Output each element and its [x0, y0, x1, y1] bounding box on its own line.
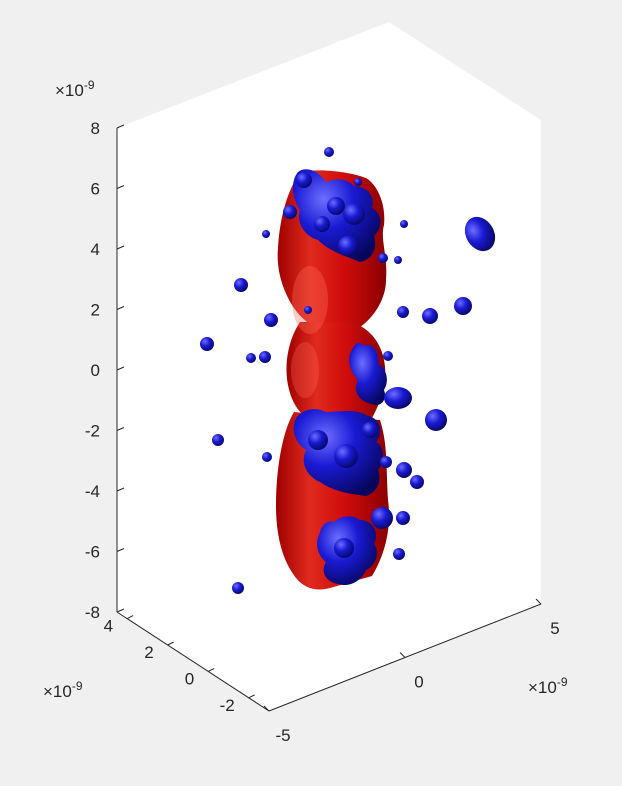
blue-sphere: [262, 452, 272, 462]
blue-sphere: [396, 511, 410, 525]
blue-sphere: [246, 353, 256, 363]
y-axis-line: [116, 611, 270, 712]
x-tick-mark: [535, 598, 542, 605]
blue-blob: [327, 197, 345, 215]
blue-sphere: [464, 216, 496, 252]
blue-blob: [338, 236, 358, 256]
y-tick-label: 0: [185, 669, 194, 688]
x-axis-exponent: ×10-9: [528, 675, 568, 697]
z-tick-mark: [116, 306, 125, 310]
x-tick-mark: [263, 705, 270, 712]
y-axis-ticks: -2 0 2 4: [104, 615, 255, 715]
blue-sphere: [397, 306, 409, 318]
z-tick-label: -2: [85, 422, 100, 441]
z-tick-mark: [116, 608, 125, 613]
z-tick-label: -8: [85, 603, 100, 622]
z-tick-label: 2: [91, 301, 100, 320]
blue-sphere: [212, 434, 224, 446]
y-tick-mark: [126, 615, 134, 620]
blue-blob: [296, 172, 312, 188]
blue-sphere: [410, 475, 424, 489]
x-tick-mark: [399, 652, 406, 658]
blue-sphere: [259, 351, 271, 363]
blue-sphere: [232, 582, 244, 594]
blue-cluster-middle: [349, 343, 387, 406]
red-highlight: [292, 266, 328, 334]
blue-sphere: [384, 387, 412, 409]
blue-sphere: [264, 313, 278, 327]
blue-sphere: [304, 306, 312, 314]
z-tick-mark: [116, 245, 125, 250]
x-tick-label: -5: [275, 726, 290, 745]
blue-sphere: [454, 297, 472, 315]
y-tick-label: 4: [104, 617, 113, 636]
blue-sphere: [393, 548, 405, 560]
red-highlight: [291, 342, 319, 398]
x-tick-label: 0: [414, 673, 423, 692]
x-axis-ticks: -5 0 5: [263, 598, 560, 745]
blue-sphere: [425, 409, 447, 431]
blue-sphere: [262, 230, 270, 238]
z-tick-mark: [116, 487, 125, 492]
blue-blob: [362, 422, 378, 438]
blue-sphere: [234, 278, 248, 292]
blue-cluster-top: [292, 169, 381, 262]
y-axis-exponent: ×10-9: [43, 679, 83, 701]
z-tick-mark: [116, 124, 125, 129]
blue-blob: [343, 203, 365, 225]
z-tick-label: -4: [85, 482, 100, 501]
blue-sphere: [400, 220, 408, 228]
z-tick-mark: [116, 185, 125, 189]
z-tick-label: 0: [91, 361, 100, 380]
blue-blob: [334, 538, 354, 558]
blue-blob: [354, 178, 362, 186]
y-tick-mark: [167, 641, 174, 646]
blue-sphere: [396, 462, 412, 478]
blue-blob: [371, 507, 393, 529]
z-tick-label: 4: [91, 240, 100, 259]
blue-sphere: [324, 147, 334, 157]
blue-blob: [308, 430, 328, 450]
z-tick-label: -6: [85, 543, 100, 562]
blue-blob: [314, 216, 330, 232]
blue-sphere: [200, 337, 214, 351]
z-tick-mark: [116, 427, 125, 431]
z-tick-label: 6: [91, 180, 100, 199]
z-axis-ticks: -8 -6 -4 -2 0 2 4 6 8: [85, 119, 125, 622]
blue-sphere: [283, 205, 297, 219]
y-tick-label: -2: [220, 696, 235, 715]
x-tick-label: 5: [550, 619, 559, 638]
y-tick-mark: [248, 694, 255, 699]
blue-sphere: [422, 308, 438, 324]
blue-isosurface: [200, 147, 496, 594]
z-tick-mark: [116, 548, 125, 552]
z-tick-label: 8: [91, 119, 100, 138]
blue-sphere: [383, 351, 393, 361]
y-tick-mark: [207, 667, 215, 672]
z-tick-mark: [116, 366, 125, 371]
blue-sphere: [394, 256, 402, 264]
blue-sphere: [378, 253, 388, 263]
z-axis-exponent: ×10-9: [55, 78, 95, 100]
blue-blob: [334, 444, 358, 468]
blue-sphere: [380, 456, 392, 468]
y-tick-label: 2: [144, 643, 153, 662]
